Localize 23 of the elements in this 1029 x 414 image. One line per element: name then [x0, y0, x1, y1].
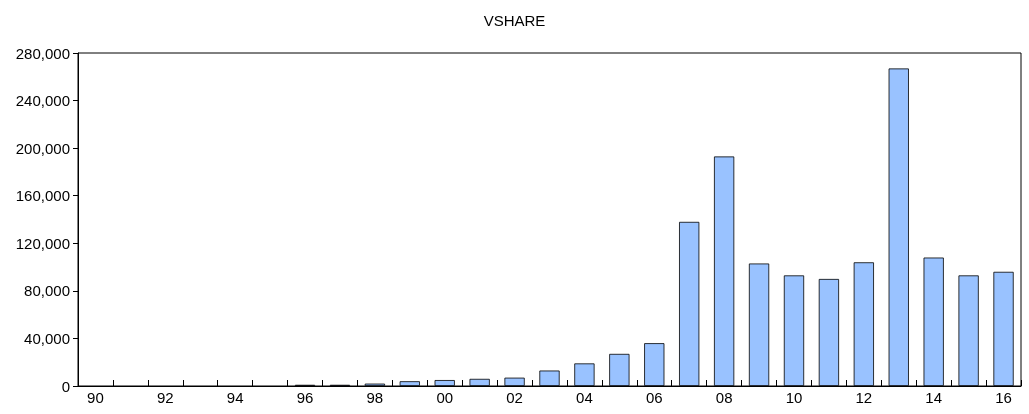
y-tick-label: 40,000 [24, 329, 70, 347]
y-tick-label: 280,000 [15, 44, 70, 62]
x-tick-label: 00 [436, 389, 454, 406]
x-tick-label: 10 [785, 389, 803, 406]
x-tick-label: 94 [226, 389, 244, 406]
x-tick-label: 16 [995, 389, 1012, 406]
x-tick-label: 06 [645, 389, 663, 406]
y-tick-label: 120,000 [15, 234, 70, 252]
x-tick-label: 98 [366, 389, 384, 406]
x-tick-label: 14 [925, 389, 943, 406]
x-tick-label: 92 [156, 389, 174, 406]
x-tick-label: 12 [855, 389, 873, 406]
x-tick-label: 02 [506, 389, 523, 406]
y-tick-label: 240,000 [15, 92, 70, 110]
x-tick-label: 04 [576, 389, 593, 406]
y-tick-label: 160,000 [15, 187, 70, 205]
x-tick-label: 96 [296, 389, 314, 406]
x-tick-label: 90 [87, 389, 104, 406]
y-tick-label: 200,000 [15, 139, 70, 157]
y-tick-label: 80,000 [24, 282, 70, 300]
x-tick-label: 08 [715, 389, 733, 406]
chart-title: VSHARE [483, 12, 546, 29]
y-tick-label: 0 [61, 377, 70, 395]
